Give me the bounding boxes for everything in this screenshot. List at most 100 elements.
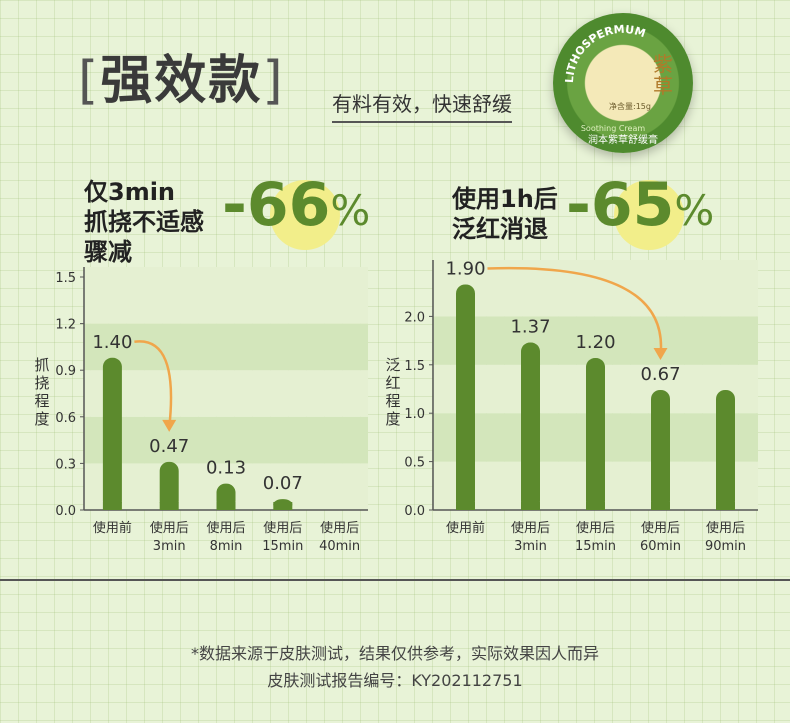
x-tick-label: 15min <box>575 539 616 554</box>
product-ring-text: LITHOSPERMUM 润本紫草舒缓膏 Soothing Cream 净含量:… <box>563 23 658 146</box>
bar <box>456 284 475 510</box>
bar-base <box>651 502 670 510</box>
y-tick-label: 0.5 <box>404 456 425 471</box>
stat-1-line-1: 仅3min <box>84 178 176 206</box>
data-label: 0.13 <box>206 458 246 479</box>
x-tick-label: 3min <box>153 539 186 554</box>
stat-1-line-2: 抓挠不适感 <box>84 208 204 236</box>
stat-1-unit: % <box>330 186 371 235</box>
y-tick-label: 1.5 <box>55 271 76 286</box>
data-label: 1.20 <box>575 332 615 353</box>
bar <box>102 357 122 510</box>
stat-2-value: -65% <box>566 170 714 240</box>
x-tick-label: 8min <box>210 539 243 554</box>
bar-base <box>216 502 236 510</box>
y-axis-label: 抓 <box>34 356 49 374</box>
stat-2-number: -65 <box>566 170 675 240</box>
data-label: 1.40 <box>92 332 132 353</box>
stat-2-unit: % <box>674 186 715 235</box>
stat-1-highlight <box>270 180 340 250</box>
y-axis-label: 程 <box>34 392 49 410</box>
x-tick-label: 90min <box>705 539 746 554</box>
product-name-short: 紫草 <box>653 52 673 98</box>
x-tick-label: 使用前 <box>446 520 485 536</box>
bar <box>651 389 670 510</box>
bar-base <box>102 502 122 510</box>
plot-band <box>433 268 758 317</box>
stat-1-line-3: 骤减 <box>84 238 132 266</box>
trend-arrowhead <box>162 419 177 432</box>
plot-band <box>433 316 758 365</box>
bar <box>521 342 540 510</box>
stat-2-label: 使用1h后 泛红消退 <box>452 184 558 244</box>
footer-note-1: *数据来源于皮肤测试，结果仅供参考，实际效果因人而异 <box>190 644 599 663</box>
plot-top <box>433 260 758 268</box>
x-tick-label: 使用后 <box>706 520 745 536</box>
x-tick-label: 使用后 <box>263 520 302 536</box>
product-brand: LITHOSPERMUM <box>563 23 647 83</box>
product-name-full: 润本紫草舒缓膏 <box>588 133 658 146</box>
x-tick-label: 使用前 <box>93 520 132 536</box>
x-tick-label: 使用后 <box>576 520 615 536</box>
y-tick-label: 0.6 <box>55 411 76 426</box>
stat-1-label: 仅3min 抓挠不适感 骤减 <box>84 177 204 267</box>
bar-base <box>586 502 605 510</box>
bar-base <box>521 502 540 510</box>
product-image: LITHOSPERMUM 润本紫草舒缓膏 Soothing Cream 净含量:… <box>553 13 693 153</box>
data-label: 0.07 <box>263 473 303 494</box>
plot-top <box>84 267 368 277</box>
bar <box>586 358 605 510</box>
y-tick-label: 0.3 <box>55 457 76 472</box>
title-bracket-open: [ <box>78 51 101 111</box>
footer-note-2: 皮肤测试报告编号：KY202112751 <box>267 671 523 690</box>
title-text: 强效款 <box>100 51 263 111</box>
footer-divider <box>0 579 790 581</box>
y-tick-label: 0.0 <box>404 504 425 519</box>
svg-text:LITHOSPERMUM: LITHOSPERMUM <box>563 23 647 83</box>
y-tick-label: 1.0 <box>404 407 425 422</box>
page-subtitle: 有料有效，快速舒缓 <box>332 88 512 123</box>
x-tick-label: 使用后 <box>150 520 189 536</box>
y-axis-label: 度 <box>34 410 49 428</box>
data-label: 1.90 <box>445 260 485 279</box>
data-label: 1.37 <box>510 317 550 338</box>
y-tick-label: 0.9 <box>55 364 76 379</box>
x-tick-label: 使用后 <box>206 520 245 536</box>
stat-1-number: -66 <box>222 170 331 240</box>
plot-band <box>84 416 368 464</box>
plot-band <box>84 277 368 324</box>
x-tick-label: 使用后 <box>320 520 359 536</box>
stat-1-value: -66% <box>222 170 370 240</box>
x-tick-label: 60min <box>640 539 681 554</box>
bar <box>159 461 179 510</box>
stat-2-highlight <box>614 180 684 250</box>
plot-band <box>84 323 368 371</box>
x-tick-label: 3min <box>514 539 547 554</box>
x-tick-label: 使用后 <box>641 520 680 536</box>
bar-base <box>456 502 475 510</box>
trend-arrowhead <box>653 347 668 360</box>
y-axis-label: 挠 <box>34 374 49 392</box>
bar-base <box>273 502 293 510</box>
product-tagline: Soothing Cream <box>581 124 646 133</box>
data-label: 0.47 <box>149 436 189 457</box>
y-axis-label: 程 <box>385 392 400 410</box>
y-tick-label: 1.5 <box>404 359 425 374</box>
plot-band <box>84 370 368 417</box>
trend-arrow <box>487 266 663 357</box>
y-axis-label: 红 <box>385 374 400 392</box>
y-tick-label: 0.0 <box>55 504 76 519</box>
stat-2-line-1: 使用1h后 <box>452 185 558 213</box>
x-tick-label: 15min <box>262 539 303 554</box>
stat-2-line-2: 泛红消退 <box>452 215 548 243</box>
title-bracket-close: ] <box>262 51 285 111</box>
y-tick-label: 2.0 <box>404 310 425 325</box>
y-tick-label: 1.2 <box>55 318 76 333</box>
y-axis-label: 泛 <box>385 356 400 374</box>
x-tick-label: 使用后 <box>511 520 550 536</box>
x-tick-label: 40min <box>319 539 360 554</box>
bar <box>716 389 735 510</box>
